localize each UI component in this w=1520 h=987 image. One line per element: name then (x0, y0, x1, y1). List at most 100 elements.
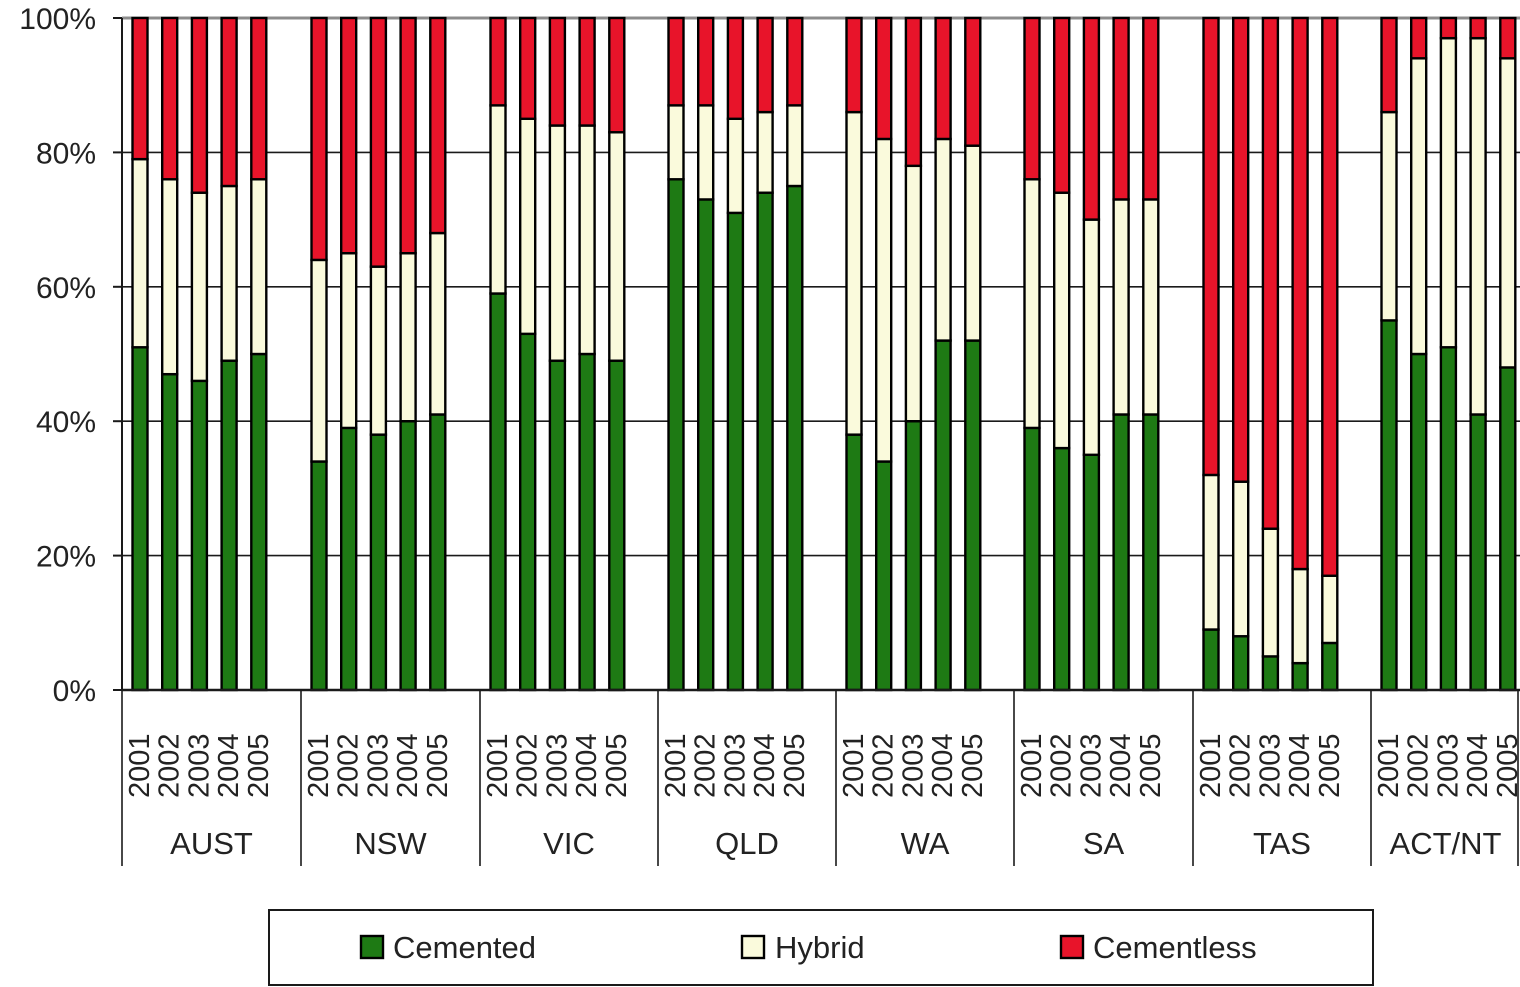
x-year-label: 2001 (303, 733, 335, 798)
bar-cementless (548, 16, 567, 127)
axes (113, 17, 1520, 866)
bar-cemented (250, 352, 268, 692)
bar-hybrid (845, 110, 863, 436)
bar-cemented (845, 433, 863, 692)
legend: Cemented Hybrid Cementless (268, 909, 1374, 986)
x-year-label: 2003 (719, 733, 751, 798)
bar-hybrid (1380, 110, 1398, 322)
bar-hybrid (608, 131, 626, 362)
bar-hybrid (697, 104, 715, 201)
bar-cementless (875, 16, 893, 141)
bar-cementless (1023, 16, 1041, 181)
bar-cementless (1499, 16, 1517, 60)
bar-cemented (1439, 346, 1458, 692)
bar-cementless (1261, 16, 1280, 530)
bar-hybrid (160, 178, 179, 376)
bar-cementless (1142, 16, 1160, 201)
bar-cementless (726, 16, 745, 121)
x-group-label: WA (901, 826, 950, 861)
bar-cemented (697, 198, 715, 692)
bar-cementless (1231, 16, 1250, 483)
legend-swatch (359, 934, 385, 960)
bar-cementless (904, 16, 923, 168)
legend-label: Cementless (1093, 930, 1257, 965)
bar-hybrid (548, 124, 567, 362)
bar-cementless (697, 16, 715, 107)
bar-cemented (310, 460, 328, 692)
bar-hybrid (726, 117, 745, 215)
x-year-label: 2002 (1046, 733, 1078, 798)
bar-cemented (1409, 352, 1428, 692)
bar-cemented (904, 420, 923, 692)
bar-cementless (667, 16, 685, 107)
bar-cemented (340, 426, 358, 692)
bar-cemented (756, 191, 774, 692)
bar-hybrid (399, 251, 417, 423)
x-year-label: 2004 (749, 733, 781, 798)
bar-hybrid (1142, 198, 1160, 416)
bar-hybrid (1439, 36, 1458, 349)
y-tick-label: 80% (36, 137, 96, 170)
bar-cemented (1499, 366, 1517, 692)
x-year-label: 2002 (512, 733, 544, 798)
bar-cemented (786, 184, 804, 692)
x-year-label: 2001 (1016, 733, 1048, 798)
bar-cementless (578, 16, 596, 127)
bar-cemented (1231, 635, 1250, 692)
bar-hybrid (250, 178, 268, 356)
x-year-label: 2004 (927, 733, 959, 798)
legend-box (268, 909, 1374, 986)
bar-cementless (756, 16, 774, 114)
x-year-label: 2003 (183, 733, 215, 798)
bar-hybrid (190, 191, 209, 383)
bar-cementless (190, 16, 209, 194)
bar-cemented (1291, 661, 1309, 692)
x-group-label: TAS (1253, 826, 1311, 861)
bar-hybrid (1231, 480, 1250, 638)
bar-hybrid (1499, 57, 1517, 369)
bar-hybrid (756, 110, 774, 194)
bar-hybrid (667, 104, 685, 181)
x-year-label: 2003 (1075, 733, 1107, 798)
x-group-label: ACT/NT (1390, 826, 1502, 861)
bar-hybrid (1082, 218, 1101, 457)
bar-hybrid (489, 104, 507, 295)
bar-cementless (131, 16, 149, 161)
x-year-label: 2001 (660, 733, 692, 798)
x-year-label: 2004 (1462, 733, 1494, 798)
bar-hybrid (904, 164, 923, 423)
bar-hybrid (1052, 191, 1071, 450)
bar-cemented (519, 332, 537, 692)
x-year-label: 2002 (1403, 733, 1435, 798)
x-year-label: 2003 (1254, 733, 1286, 798)
bar-cementless (1202, 16, 1220, 477)
bar-cemented (1112, 413, 1130, 692)
x-year-label: 2003 (362, 733, 394, 798)
bar-cemented (131, 346, 149, 692)
y-tick-label: 40% (36, 406, 96, 439)
bar-cemented (934, 339, 952, 692)
bar-hybrid (340, 251, 358, 430)
bar-cemented (1202, 628, 1220, 692)
x-year-label: 2001 (1195, 733, 1227, 798)
bar-hybrid (1321, 574, 1339, 645)
bar-hybrid (875, 137, 893, 463)
bar-cemented (429, 413, 447, 692)
bar-hybrid (369, 265, 388, 436)
bar-cemented (578, 352, 596, 692)
bar-cementless (429, 16, 447, 235)
bar-hybrid (1023, 178, 1041, 430)
x-year-label: 2001 (838, 733, 870, 798)
x-year-label: 2004 (1284, 733, 1316, 798)
bar-cemented (726, 211, 745, 692)
bar-hybrid (1291, 567, 1309, 665)
bar-cemented (160, 372, 179, 692)
bar-cementless (1409, 16, 1428, 60)
x-year-label: 2005 (779, 733, 811, 798)
x-year-label: 2005 (957, 733, 989, 798)
x-year-label: 2002 (154, 733, 186, 798)
x-year-label: 2002 (1225, 733, 1257, 798)
x-year-label: 2005 (243, 733, 275, 798)
x-year-label: 2003 (1432, 733, 1464, 798)
y-tick-label: 0% (53, 675, 96, 708)
